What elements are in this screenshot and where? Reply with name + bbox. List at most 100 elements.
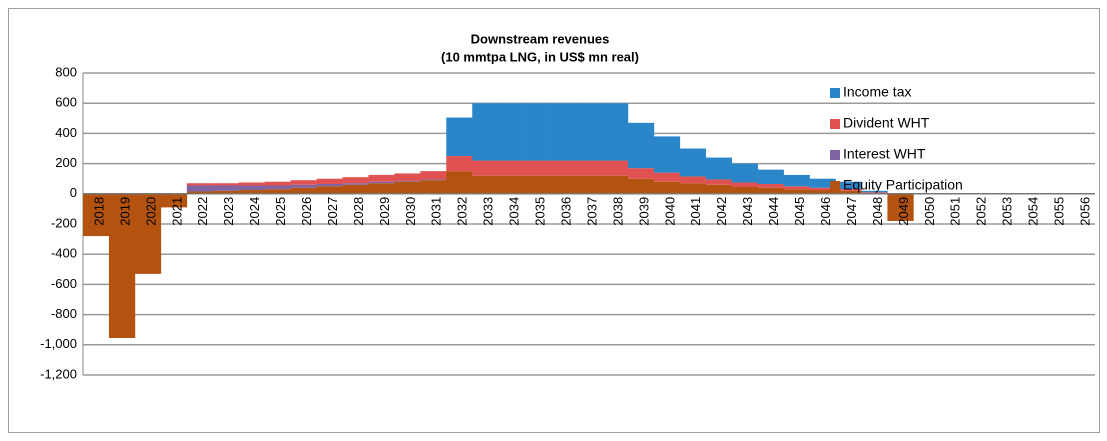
bar-segment: [550, 175, 577, 194]
x-tick-label: 2035: [533, 197, 548, 226]
legend-swatch: [830, 150, 840, 160]
bar-segment: [524, 160, 551, 176]
bar-segment: [835, 190, 862, 194]
x-tick-label: 2056: [1077, 197, 1092, 226]
bar-segment: [368, 183, 395, 194]
bar-segment: [342, 184, 369, 194]
bar-segment: [835, 181, 862, 189]
bar-segment: [316, 178, 343, 184]
bar-segment: [783, 189, 810, 194]
bar-segment: [861, 190, 888, 193]
bar-segment: [550, 103, 577, 161]
bar-segment: [394, 173, 421, 181]
bar-segment: [368, 181, 395, 184]
bar-segment: [394, 181, 421, 194]
y-tick-label: -400: [51, 246, 77, 261]
bar-segment: [809, 190, 836, 194]
bar-segment: [705, 184, 733, 194]
bar-segment: [472, 103, 499, 161]
x-tick-label: 2022: [195, 197, 210, 226]
bar-segment: [264, 185, 291, 190]
x-tick-label: 2054: [1026, 197, 1041, 226]
x-tick-label: 2052: [974, 197, 989, 226]
bar-segment: [290, 184, 317, 188]
y-tick-label: 800: [55, 64, 77, 79]
x-tick-label: 2021: [169, 197, 184, 226]
y-tick-label: 0: [70, 185, 77, 200]
x-tick-label: 2039: [636, 197, 651, 226]
bar-segment: [887, 193, 914, 221]
x-tick-label: 2044: [766, 197, 781, 226]
x-tick-label: 2019: [117, 197, 132, 226]
bar-segment: [186, 191, 214, 194]
bar-segment: [212, 183, 239, 186]
y-tick-label: -200: [51, 215, 77, 230]
legend-label: Interest WHT: [843, 146, 926, 162]
x-tick-label: 2024: [247, 197, 262, 226]
x-tick-label: 2046: [818, 197, 833, 226]
x-tick-label: 2043: [740, 197, 755, 226]
bar-segment: [576, 175, 603, 194]
legend-label: Income tax: [843, 84, 911, 100]
bar-segment: [212, 190, 239, 194]
bar-segment: [627, 168, 655, 179]
bar-segment: [316, 186, 343, 194]
bar-segment: [446, 117, 473, 157]
legend-swatch: [830, 181, 840, 191]
chart-title: Downstream revenues: [471, 31, 610, 46]
y-tick-label: -800: [51, 306, 77, 321]
x-tick-label: 2045: [792, 197, 807, 226]
bar-segment: [524, 103, 551, 161]
y-tick-label: 400: [55, 125, 77, 140]
x-tick-label: 2048: [870, 197, 885, 226]
bar-segment: [498, 175, 525, 194]
bars: [83, 103, 914, 339]
bar-segment: [835, 188, 862, 191]
bar-segment: [264, 181, 291, 186]
bar-segment: [108, 193, 136, 339]
bar-segment: [627, 178, 655, 194]
x-tick-label: 2033: [481, 197, 496, 226]
bar-segment: [212, 185, 239, 191]
bar-segment: [264, 189, 291, 194]
bar-segment: [576, 160, 603, 176]
x-tick-label: 2025: [273, 197, 288, 226]
bar-segment: [498, 160, 525, 176]
x-tick-label: 2029: [377, 197, 392, 226]
bar-segment: [472, 160, 499, 176]
bar-segment: [238, 190, 265, 194]
legend-label: Equity Participation: [843, 177, 963, 193]
x-tick-label: 2028: [351, 197, 366, 226]
bar-segment: [134, 193, 162, 274]
bar-segment: [238, 182, 265, 186]
x-tick-label: 2030: [403, 197, 418, 226]
x-tick-label: 2047: [844, 197, 859, 226]
x-tick-label: 2038: [610, 197, 625, 226]
bar-segment: [757, 183, 784, 188]
bar-segment: [498, 103, 525, 161]
bar-segment: [83, 193, 110, 237]
bar-segment: [601, 175, 629, 194]
bar-segment: [679, 183, 707, 194]
x-tick-label: 2042: [714, 197, 729, 226]
x-tick-label: 2050: [922, 197, 937, 226]
bar-segment: [627, 122, 655, 169]
bar-segment: [861, 192, 888, 194]
bar-segment: [446, 156, 473, 172]
bar-segment: [472, 175, 499, 194]
y-tick-label: -600: [51, 276, 77, 291]
bar-segment: [368, 174, 395, 182]
x-tick-label: 2040: [662, 197, 677, 226]
bar-segment: [731, 182, 758, 188]
y-tick-label: -1,000: [40, 336, 77, 351]
x-tick-label: 2026: [299, 197, 314, 226]
bar-segment: [420, 180, 447, 194]
x-tick-label: 2055: [1052, 197, 1067, 226]
bar-segment: [809, 187, 836, 191]
bar-segment: [705, 157, 733, 180]
x-tick-label: 2018: [91, 197, 106, 226]
bar-segment: [186, 185, 214, 192]
bar-segment: [316, 183, 343, 187]
bar-segment: [576, 103, 603, 161]
legend-swatch: [830, 119, 840, 129]
